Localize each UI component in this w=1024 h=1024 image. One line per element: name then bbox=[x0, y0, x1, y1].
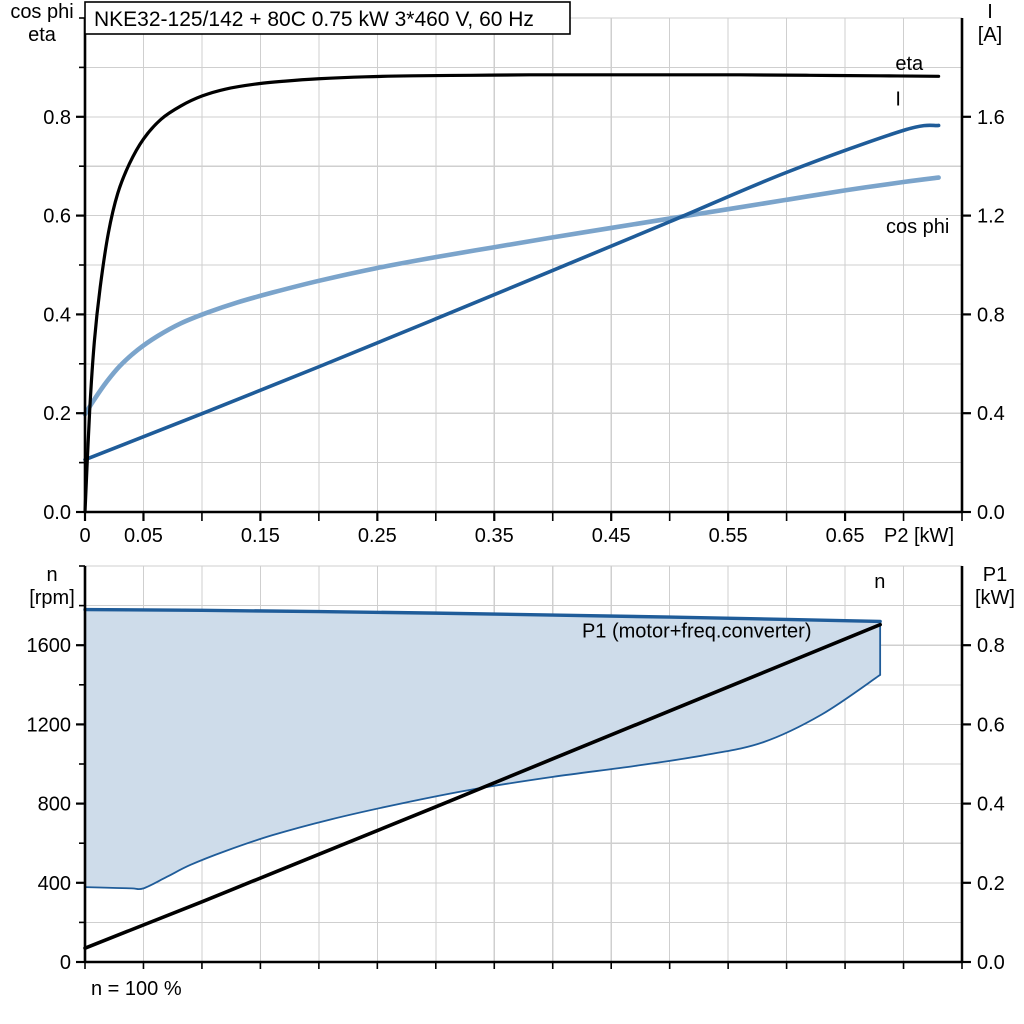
tick-label-right: 0.4 bbox=[977, 403, 1005, 425]
x-axis-title: P2 [kW] bbox=[884, 525, 954, 547]
curve-eta bbox=[83, 73, 941, 514]
envelope-lower-bound bbox=[84, 674, 882, 891]
curve-speed bbox=[83, 607, 882, 624]
right-axis-title-line1: I bbox=[987, 1, 993, 23]
tick-label-left: 0.6 bbox=[43, 206, 71, 228]
tick-label-x: 0.35 bbox=[475, 525, 514, 547]
chart-title: NKE32-125/142 + 80C 0.75 kW 3*460 V, 60 … bbox=[94, 8, 534, 31]
tick-label-right: 1.6 bbox=[977, 107, 1005, 129]
tick-label-left: 1600 bbox=[27, 635, 72, 657]
curve-label-I: I bbox=[895, 89, 901, 111]
tick-label-left: 0.8 bbox=[43, 107, 71, 129]
tick-label-x: 0.45 bbox=[592, 525, 631, 547]
tick-label-left: 0.2 bbox=[43, 403, 71, 425]
right-axis-title-line2: [A] bbox=[978, 24, 1002, 46]
tick-label-x: 0.15 bbox=[241, 525, 280, 547]
tick-label-x: 0 bbox=[79, 525, 90, 547]
tick-label-x: 0.55 bbox=[709, 525, 748, 547]
tick-label-left: 0.4 bbox=[43, 304, 71, 326]
tick-label-right: 0.8 bbox=[977, 635, 1005, 657]
tick-label-right: 0.2 bbox=[977, 873, 1005, 895]
curve-current bbox=[83, 123, 941, 462]
left-axis-title-line2: eta bbox=[28, 24, 57, 46]
tick-label-right: 0.8 bbox=[977, 304, 1005, 326]
tick-label-x: 0.05 bbox=[124, 525, 163, 547]
curve-label-P1-motor-freq-converter: P1 (motor+freq.converter) bbox=[582, 620, 812, 642]
right-axis-title-line2: [kW] bbox=[975, 587, 1015, 609]
tick-label-left: 0 bbox=[60, 952, 71, 974]
operating-envelope-fill bbox=[85, 609, 881, 890]
title-box bbox=[84, 1, 571, 35]
curve-label-cos-phi: cos phi bbox=[886, 216, 949, 238]
left-axis-title-line1: cos phi bbox=[10, 1, 73, 23]
tick-label-left: 0.0 bbox=[43, 502, 71, 524]
tick-label-right: 0.0 bbox=[977, 502, 1005, 524]
tick-label-right: 0.0 bbox=[977, 952, 1005, 974]
left-axis-title-line1: n bbox=[46, 564, 57, 586]
footer-note: n = 100 % bbox=[91, 978, 182, 1000]
tick-label-left: 1200 bbox=[27, 714, 72, 736]
tick-label-right: 0.4 bbox=[977, 794, 1005, 816]
curve-label-eta: eta bbox=[895, 53, 924, 75]
curve-cos-phi bbox=[82, 175, 941, 417]
bottom-chart: 0400800120016000.00.20.40.60.8n[rpm]P1[k… bbox=[27, 564, 1016, 1000]
tick-label-x: 0.25 bbox=[358, 525, 397, 547]
left-axis-title-line2: [rpm] bbox=[29, 587, 75, 609]
tick-label-right: 0.6 bbox=[977, 714, 1005, 736]
curve-label-n: n bbox=[874, 571, 885, 593]
top-chart: 0.0 0.2 0.4 0.6 0.8 0.0 0.4 0.8 1.2 1.6 0 0.05 0.15 0… bbox=[10, 1, 1005, 547]
tick-label-left: 800 bbox=[38, 794, 71, 816]
right-axis-title-line1: P1 bbox=[983, 564, 1007, 586]
tick-label-right: 1.2 bbox=[977, 206, 1005, 228]
curve-p1 bbox=[83, 622, 882, 950]
tick-label-x: 0.65 bbox=[826, 525, 865, 547]
tick-label-left: 400 bbox=[38, 873, 71, 895]
